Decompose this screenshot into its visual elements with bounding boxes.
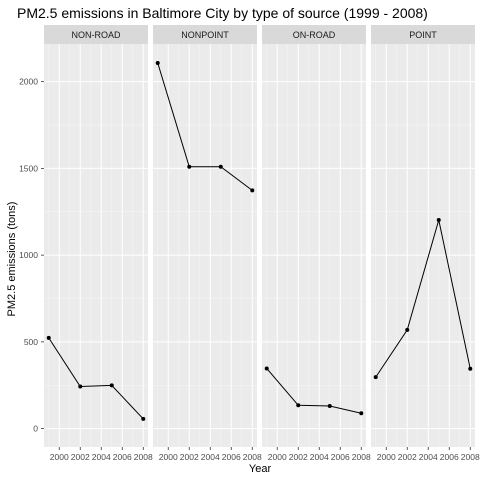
data-point	[250, 188, 254, 192]
facet-panel-non-road: NON-ROAD 2000 2002 2004 2006 2008	[44, 25, 153, 462]
y-tick-label: 1000	[19, 250, 38, 260]
data-point	[437, 218, 441, 222]
data-point	[296, 403, 300, 407]
x-tick-label: 2000	[159, 452, 178, 462]
y-tick-label: 1500	[19, 163, 38, 173]
data-point	[374, 375, 378, 379]
y-tick-label: 2000	[19, 77, 38, 87]
x-tick-label: 2008	[461, 452, 480, 462]
x-tick-label: 2004	[201, 452, 220, 462]
data-point	[359, 411, 363, 415]
x-tick-label: 2008	[243, 452, 262, 462]
x-tick-label: 2006	[331, 452, 350, 462]
facet-strip-label: POINT	[409, 30, 437, 40]
x-tick-label: 2006	[222, 452, 241, 462]
data-point	[468, 367, 472, 371]
y-tick-label: 0	[33, 424, 38, 434]
data-point	[110, 383, 114, 387]
y-axis-title: PM2.5 emissions (tons)	[6, 202, 18, 317]
x-tick-label: 2002	[180, 452, 199, 462]
data-point	[405, 328, 409, 332]
x-tick-label: 2000	[377, 452, 396, 462]
y-tick-label: 500	[24, 337, 38, 347]
x-tick-label: 2006	[113, 452, 132, 462]
x-tick-label: 2002	[71, 452, 90, 462]
data-point	[47, 336, 51, 340]
x-tick-label: 2008	[352, 452, 371, 462]
x-axis-title: Year	[249, 463, 272, 475]
data-point	[156, 61, 160, 65]
facet-panel-nonpoint: NONPOINT 2000 2002 2004 2006 2008	[153, 25, 262, 462]
facet-panel-point: POINT 2000 2002 2004 2006 2008	[371, 25, 480, 462]
data-point	[187, 165, 191, 169]
facet-panel-on-road: ON-ROAD 2000 2002 2004 2006 2008	[262, 25, 371, 462]
x-tick-label: 2006	[440, 452, 459, 462]
data-point	[141, 417, 145, 421]
facet-strip-label: NONPOINT	[181, 30, 229, 40]
x-tick-label: 2004	[419, 452, 438, 462]
x-tick-label: 2000	[268, 452, 287, 462]
data-point	[265, 366, 269, 370]
x-tick-label: 2002	[398, 452, 417, 462]
data-point	[219, 165, 223, 169]
x-tick-label: 2004	[92, 452, 111, 462]
facet-strip-label: NON-ROAD	[72, 30, 121, 40]
chart-title: PM2.5 emissions in Baltimore City by typ…	[17, 5, 428, 21]
x-tick-label: 2008	[134, 452, 153, 462]
data-point	[78, 385, 82, 389]
data-point	[328, 404, 332, 408]
x-tick-label: 2000	[50, 452, 69, 462]
facet-strip-label: ON-ROAD	[293, 30, 336, 40]
x-tick-label: 2002	[289, 452, 308, 462]
x-tick-label: 2004	[310, 452, 329, 462]
